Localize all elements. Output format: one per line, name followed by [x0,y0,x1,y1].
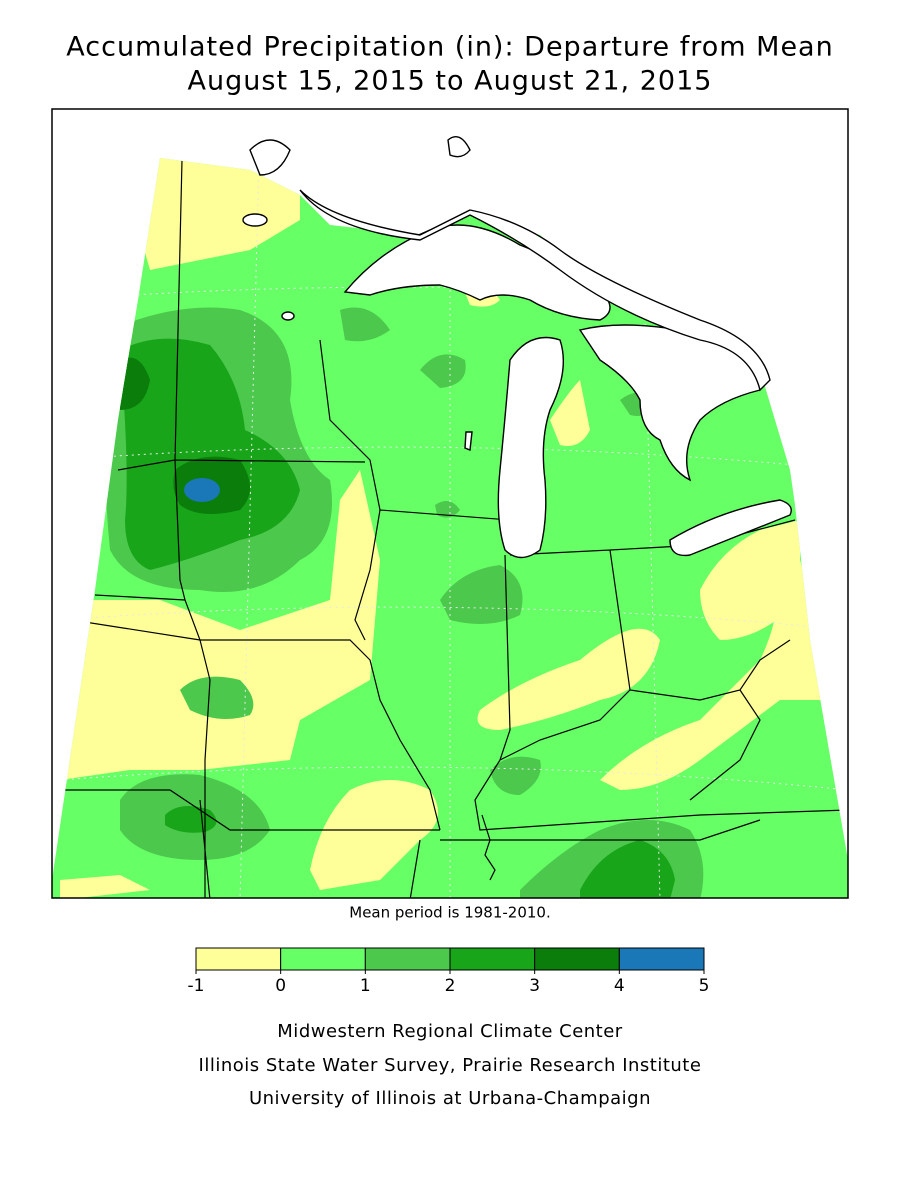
canada-coast [299,189,771,392]
field-3-4 [120,357,150,410]
field-2-3 [580,840,675,898]
island [447,136,471,158]
river [481,814,496,881]
field-1-2 [440,565,523,624]
field-4-5 [184,478,220,502]
legend-tick-label: -1 [188,976,205,996]
field-1-2 [435,501,460,518]
legend-swatch [195,947,282,971]
field-1-2 [340,307,390,342]
legend-tick-label: 2 [445,976,456,996]
map [51,108,849,899]
island [464,431,473,451]
subtitle: August 15, 2015 to August 21, 2015 [188,66,713,97]
field-1-2 [490,756,541,795]
legend-tick-label: 3 [529,976,540,996]
legend-tick-label: 4 [614,976,625,996]
field-below-0 [477,628,660,730]
graticule [59,158,848,898]
field-below-0 [310,780,438,890]
legend-swatch [618,947,705,971]
field-2-3 [165,806,217,833]
credit: Illinois State Water Survey, Prairie Res… [199,1055,702,1076]
title: Accumulated Precipitation (in): Departur… [66,32,833,63]
field-1-2 [420,354,466,388]
legend-tick-label: 0 [275,976,286,996]
lake-michigan [497,336,565,559]
field-below-0 [60,875,150,898]
legend-swatch [449,947,536,971]
legend-tick-label: 5 [699,976,710,996]
credit: University of Illinois at Urbana-Champai… [249,1088,651,1109]
lake [242,213,268,227]
legend-swatch [364,947,451,971]
legend: -1 0 1 2 3 4 5 [188,947,710,996]
legend-tick-label: 1 [360,976,371,996]
lake [281,311,295,321]
field-2-3 [120,338,300,570]
field-below-0 [550,380,590,446]
legend-swatch [534,947,620,971]
map-frame [51,108,849,899]
legend-swatch [280,947,366,971]
field-1-2 [180,676,254,719]
credit: Midwestern Regional Climate Center [277,1021,623,1042]
field-below-0 [700,520,800,640]
island [249,139,291,176]
mean-period-note: Mean period is 1981-2010. [349,904,550,922]
field-below-0 [60,470,380,780]
lake-erie [669,499,792,557]
field-below-0 [130,158,300,270]
